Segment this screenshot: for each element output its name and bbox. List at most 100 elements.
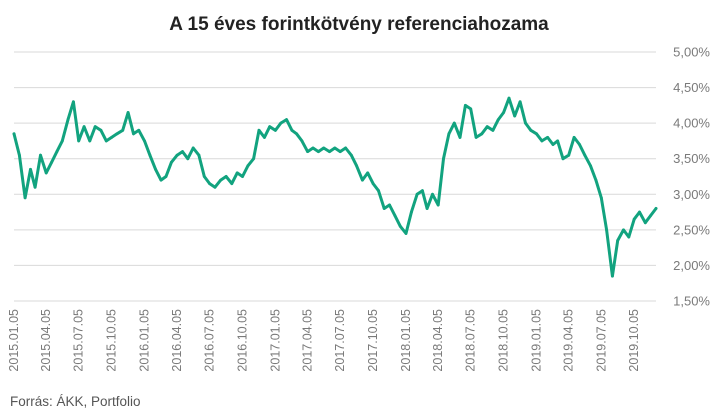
data-point [431,192,434,196]
data-point [208,182,212,186]
data-point [425,207,429,210]
data-point [654,207,658,210]
data-point [404,232,408,235]
data-point [110,136,113,139]
data-point [50,160,53,164]
data-point [137,128,141,132]
x-tick-label: 2017.07.05 [333,309,347,372]
data-point [154,168,158,171]
data-point [290,128,294,132]
y-tick-label: 4,50% [673,80,710,95]
data-point [268,125,272,129]
series-points [12,96,658,278]
data-point [474,136,478,139]
chart-title: A 15 éves forintkötvény referenciahozama [169,14,549,35]
data-point [605,228,608,232]
source-note: Forrás: ÁKK, Portfolio [10,394,141,409]
data-point [442,157,445,161]
data-point [181,150,184,154]
x-tick-label: 2019.04.05 [562,309,576,372]
data-point [561,157,565,161]
data-point [452,121,456,125]
data-point [126,111,130,114]
data-point [252,157,256,161]
data-point [44,171,48,175]
data-point [88,139,92,143]
data-point [295,132,298,136]
data-point [219,178,223,182]
x-tick-label: 2015.10.05 [105,309,119,372]
data-point [257,128,261,132]
data-point [143,139,146,143]
data-point [72,100,75,104]
data-point [513,114,517,118]
data-point [393,214,397,218]
data-point [93,125,97,129]
data-point [469,107,473,111]
data-point [224,175,228,178]
data-point [458,136,462,139]
data-point [649,214,652,218]
data-point [583,153,587,157]
x-tick-label: 2015.04.05 [39,309,53,372]
yield-series-line [12,96,658,278]
data-point [202,175,206,178]
data-point [388,203,391,207]
x-tick-label: 2017.10.05 [366,309,380,372]
data-point [436,203,440,207]
data-point [589,164,592,168]
x-tick-label: 2018.01.05 [399,309,413,372]
data-point [66,118,70,121]
data-point [567,153,571,157]
data-point [643,221,647,225]
data-point [344,146,347,150]
y-tick-label: 5,00% [673,45,710,60]
x-tick-label: 2016.07.05 [203,309,217,372]
y-tick-label: 3,50% [673,151,710,166]
data-point [159,178,163,182]
data-point [638,210,641,214]
data-point [518,100,522,104]
x-tick-label: 2019.10.05 [627,309,641,372]
data-point [524,121,527,125]
y-tick-label: 1,50% [673,294,710,309]
data-point [191,146,195,150]
x-tick-label: 2016.04.05 [170,309,184,372]
data-point [164,175,168,178]
data-point [480,132,484,136]
data-point [300,139,304,143]
data-point [263,136,266,139]
data-point [529,128,533,132]
data-point [12,132,16,136]
data-point [572,136,576,139]
y-tick-label: 3,00% [673,187,710,202]
data-point [121,128,125,132]
data-point [415,192,419,196]
x-tick-label: 2017.04.05 [301,309,315,372]
data-point [382,207,386,210]
data-point [311,146,315,150]
data-point [546,136,549,139]
data-point [39,153,42,157]
data-point [627,235,631,239]
data-point [132,132,135,136]
data-point [491,128,495,132]
x-tick-label: 2018.10.05 [497,309,511,372]
x-tick-label: 2016.01.05 [138,309,152,372]
data-point [366,171,370,175]
x-tick-label: 2019.01.05 [530,309,544,372]
data-point [60,139,64,143]
data-point [317,150,320,154]
data-point [170,160,173,164]
data-point [594,178,598,182]
x-tick-label: 2017.01.05 [268,309,282,372]
x-tick-label: 2016.10.05 [236,309,250,372]
data-point [279,121,283,125]
data-point [18,153,21,157]
data-point [355,164,358,168]
data-point [186,157,190,161]
grid-lines [14,51,656,302]
data-point [622,228,625,232]
data-point [398,224,402,228]
